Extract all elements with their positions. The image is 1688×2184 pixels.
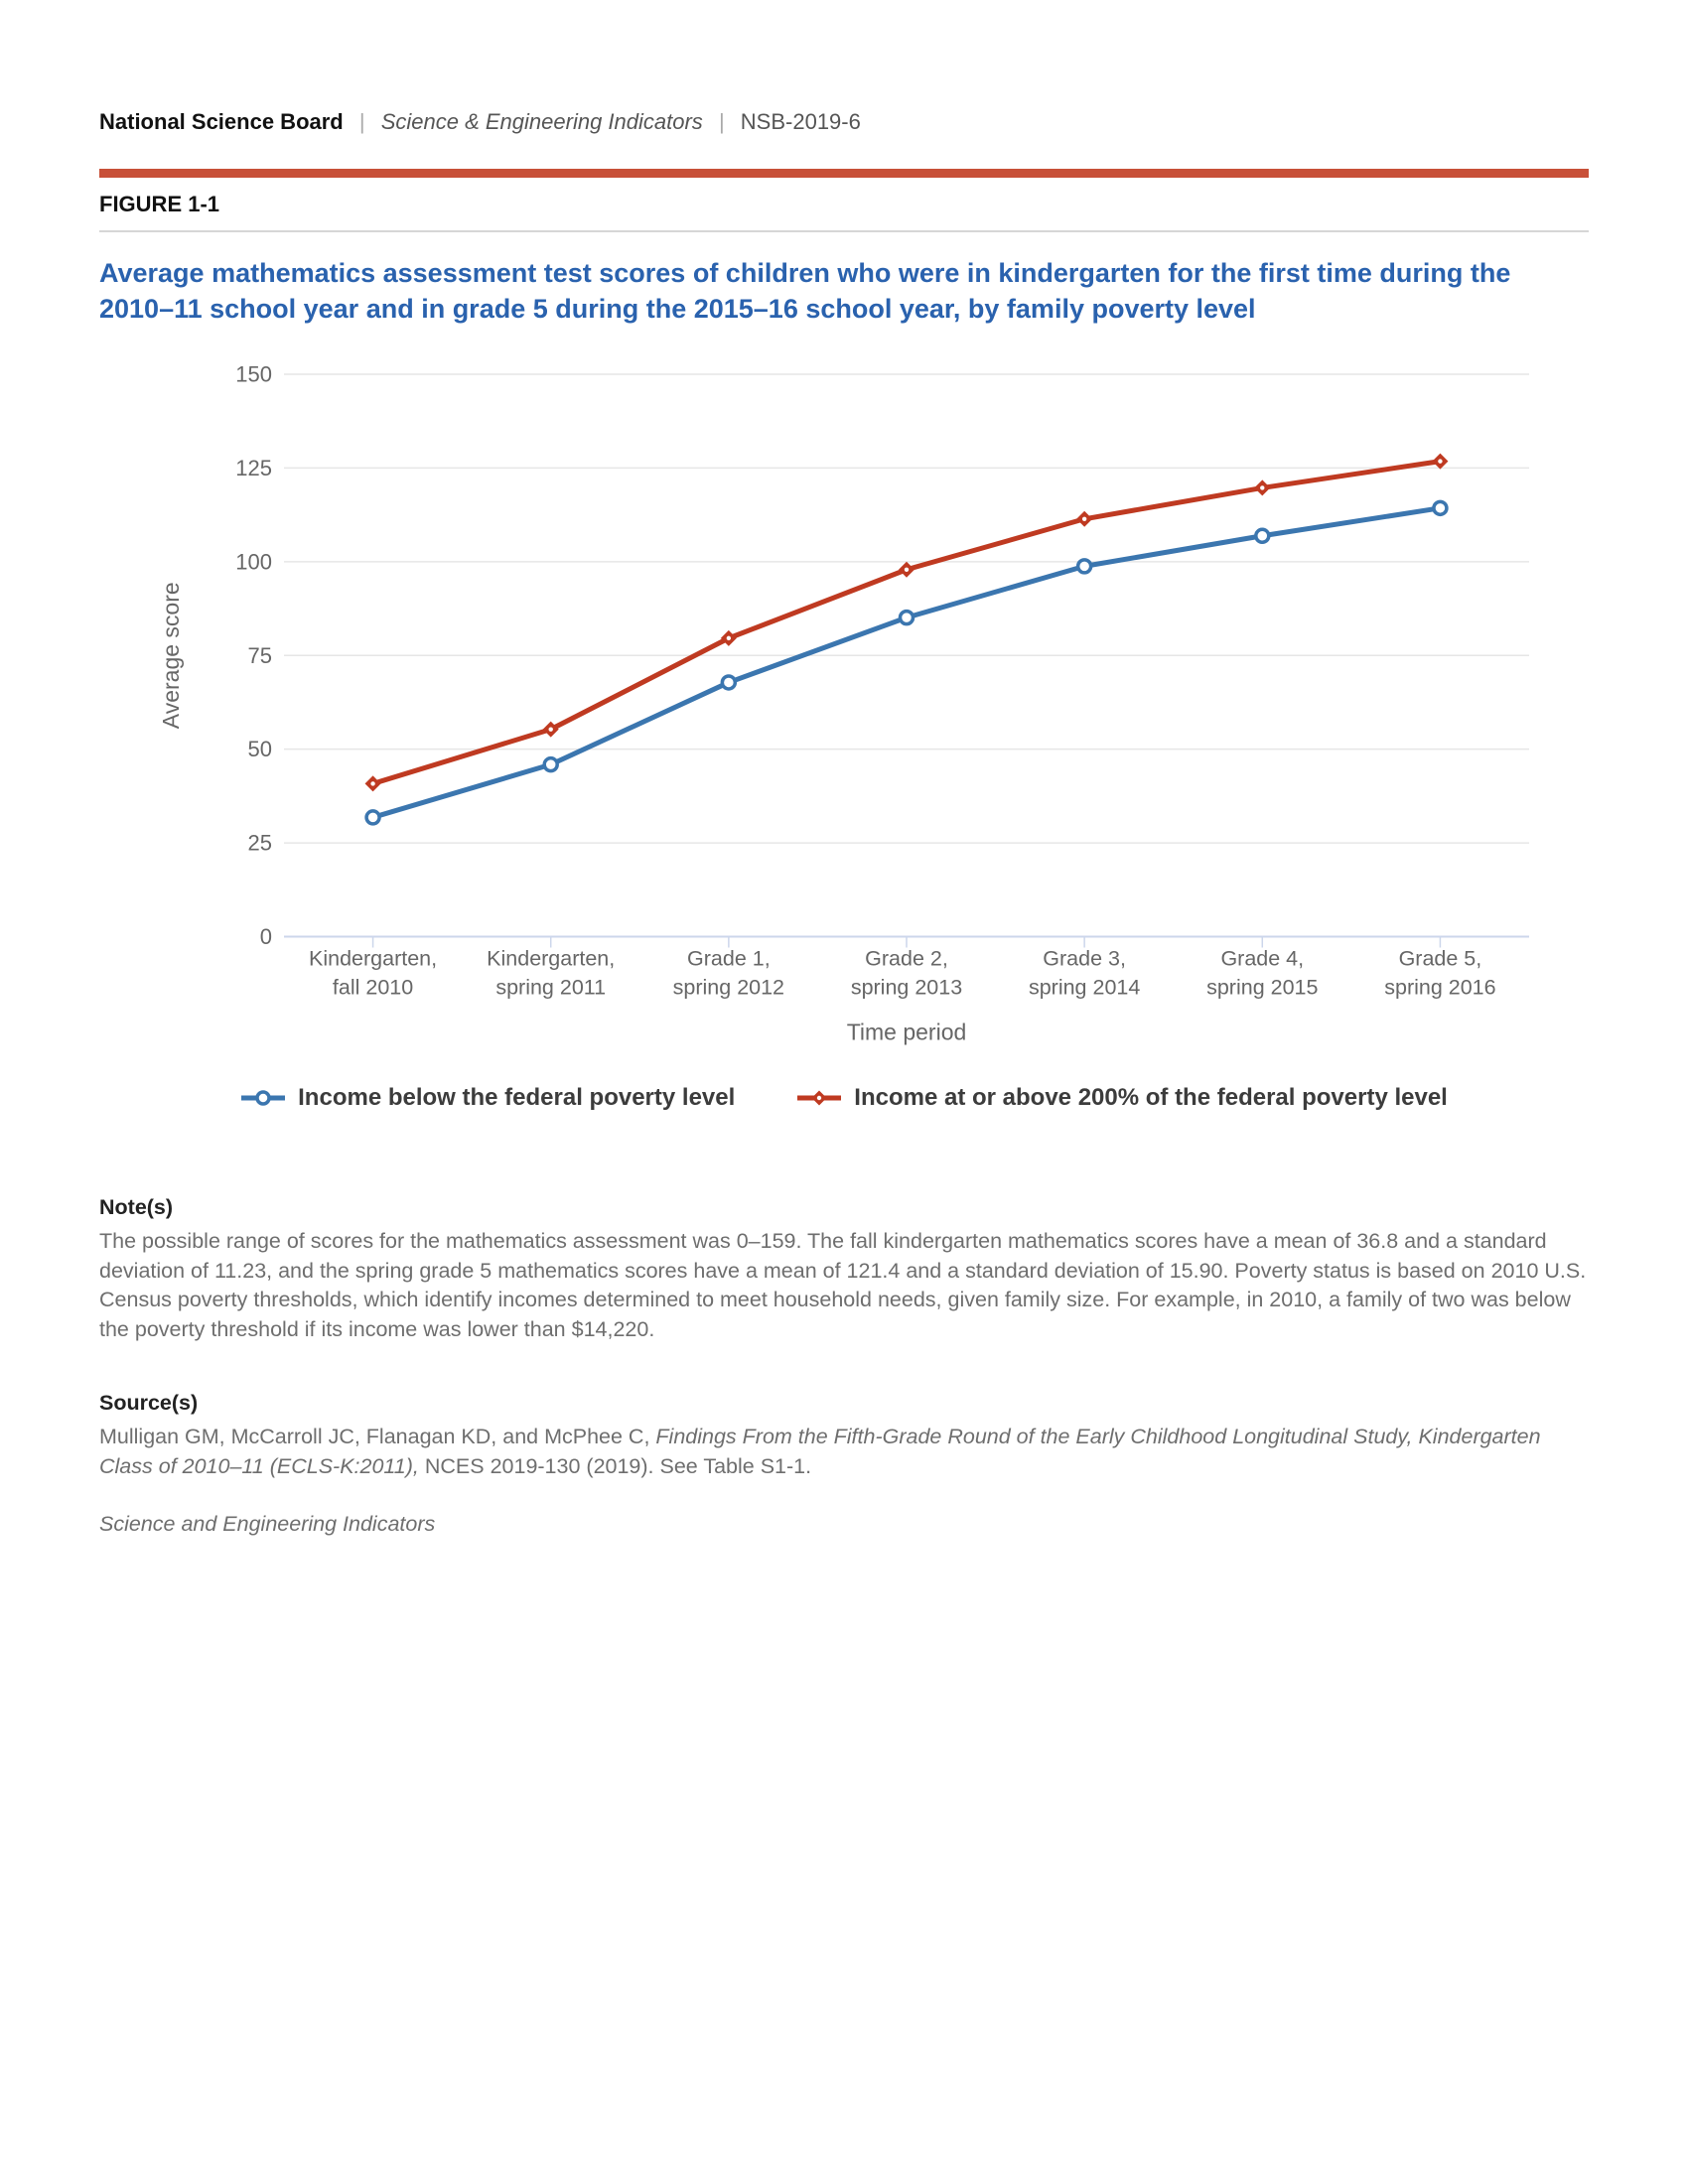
legend-marker-diamond-icon (797, 1090, 842, 1106)
series-above-200pct (364, 453, 1449, 792)
y-axis-tick-label: 75 (248, 643, 272, 668)
series-group (364, 453, 1449, 826)
series-line (370, 505, 1443, 820)
data-point[interactable] (720, 674, 738, 691)
x-axis-category-label: spring 2013 (851, 976, 962, 1000)
y-axis-tick-label: 150 (235, 362, 272, 387)
data-point[interactable] (898, 609, 915, 626)
header-org: National Science Board (99, 109, 344, 134)
x-axis-category-label: fall 2010 (333, 976, 413, 1000)
axis-titles: Average score Time period (158, 582, 966, 1044)
x-axis-category-labels: Kindergarten, fall 2010 Kindergarten, sprin… (309, 947, 1496, 1000)
chart-container: 0 25 50 75 100 125 150 Kindergarten, fall 2010 K… (99, 352, 1589, 1112)
data-point[interactable] (364, 809, 381, 826)
header-report-id: NSB-2019-6 (740, 109, 861, 134)
citation-part-1: Mulligan GM, McCarroll JC, Flanagan KD, … (99, 1425, 656, 1448)
x-axis-category-label: Grade 5, (1399, 947, 1482, 971)
data-point-center (370, 781, 375, 786)
sources-body: Mulligan GM, McCarroll JC, Flanagan KD, … (99, 1423, 1589, 1481)
y-axis-tick-label: 25 (248, 831, 272, 856)
header-publication: Science & Engineering Indicators (380, 109, 703, 134)
x-axis (284, 935, 1529, 948)
citation-part-2: NCES 2019-130 (2019). See Table S1-1. (418, 1453, 812, 1478)
data-point-center (1438, 459, 1443, 464)
legend-label-below-poverty: Income below the federal poverty level (298, 1084, 736, 1111)
header-separator: | (358, 109, 365, 134)
legend-marker-circle-icon (241, 1090, 286, 1106)
data-point-center (904, 567, 910, 572)
x-axis-category-label: spring 2015 (1206, 976, 1318, 1000)
x-axis-category-label: Grade 1, (687, 947, 771, 971)
x-axis-category-label: spring 2016 (1384, 976, 1495, 1000)
x-axis-category-label: spring 2012 (673, 976, 784, 1000)
x-axis-category-label: Grade 2, (865, 947, 948, 971)
y-axis-tick-label: 100 (235, 549, 272, 574)
notes-heading: Note(s) (99, 1195, 174, 1219)
data-point-center (548, 727, 553, 732)
publication-footer: Science and Engineering Indicators (99, 1512, 436, 1536)
legend-item-above-200pct[interactable]: Income at or above 200% of the federal p… (796, 1084, 1448, 1112)
series-below-poverty (364, 499, 1449, 826)
x-axis-category-label: Kindergarten, (309, 947, 437, 971)
figure-label: FIGURE 1-1 (99, 192, 220, 216)
y-axis-tick-label: 0 (260, 924, 272, 949)
figure-divider (99, 230, 1589, 232)
data-point[interactable] (1432, 499, 1449, 517)
figure-title: Average mathematics assessment test scor… (99, 258, 1511, 324)
data-point-center (1081, 516, 1087, 521)
x-axis-category-label: spring 2014 (1029, 976, 1140, 1000)
x-axis-title: Time period (847, 1020, 967, 1045)
x-axis-category-label: spring 2011 (495, 976, 606, 1000)
x-axis-category-label: Grade 3, (1043, 947, 1126, 971)
x-axis-category-label: Kindergarten, (487, 947, 615, 971)
notes-body: The possible range of scores for the mat… (99, 1229, 1587, 1341)
y-axis-tick-labels: 0 25 50 75 100 125 150 (235, 362, 272, 950)
gridlines (284, 373, 1529, 844)
data-point[interactable] (542, 755, 559, 773)
data-point-center (726, 635, 732, 641)
y-axis-tick-label: 50 (248, 737, 272, 761)
sources-heading: Source(s) (99, 1391, 199, 1415)
legend-item-below-poverty[interactable]: Income below the federal poverty level (240, 1084, 735, 1112)
document-header: National Science Board | Science & Engin… (99, 109, 1589, 135)
accent-bar (99, 169, 1589, 178)
data-point[interactable] (1254, 527, 1271, 545)
legend-label-above-200pct: Income at or above 200% of the federal p… (854, 1084, 1448, 1111)
citation-title-italic: Findings From the Fifth-Grade Round of t… (99, 1425, 1541, 1478)
page: National Science Board | Science & Engin… (99, 109, 1589, 1537)
chart-legend: Income below the federal poverty level I… (99, 1084, 1589, 1112)
data-point[interactable] (1075, 558, 1093, 575)
y-axis-title: Average score (158, 582, 184, 729)
notes-section: Note(s) The possible range of scores for… (99, 1195, 1589, 1344)
data-point-center (1260, 485, 1265, 490)
header-separator: | (718, 109, 725, 134)
x-axis-category-label: Grade 4, (1220, 947, 1304, 971)
y-axis-tick-label: 125 (235, 456, 272, 480)
sources-section: Source(s) Mulligan GM, McCarroll JC, Fla… (99, 1391, 1589, 1537)
